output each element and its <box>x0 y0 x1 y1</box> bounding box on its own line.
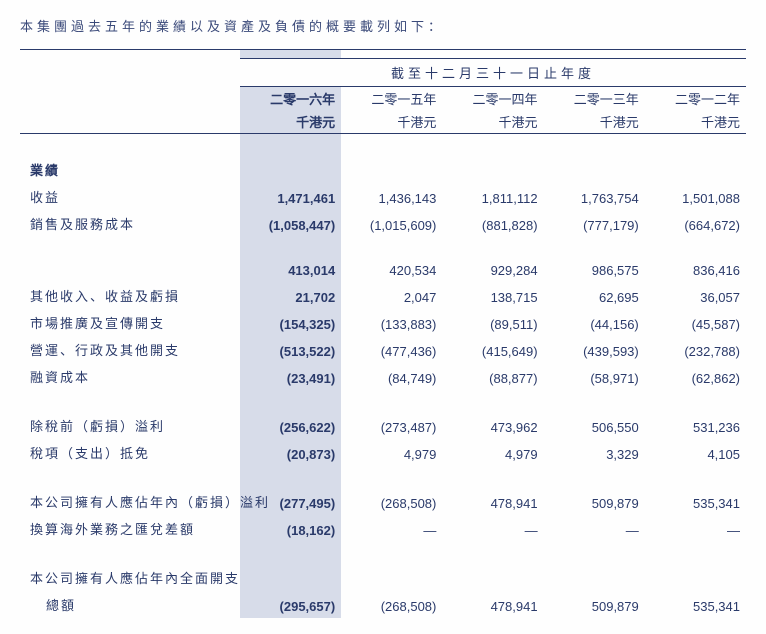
cell-label: 總額 <box>20 591 240 618</box>
col-unit-1: 千港元 <box>341 110 442 134</box>
cell-v4: (62,862) <box>645 363 746 390</box>
cell-v0: (256,622) <box>240 412 341 439</box>
cell-v4: 531,236 <box>645 412 746 439</box>
cell-v3: 1,763,754 <box>544 183 645 210</box>
row-other-income: 其他收入、收益及虧損 21,702 2,047 138,715 62,695 3… <box>20 282 746 309</box>
cell-v1: (133,883) <box>341 309 442 336</box>
cell-v2: 473,962 <box>442 412 543 439</box>
cell-v3: 506,550 <box>544 412 645 439</box>
row-tci-line2: 總額 (295,657) (268,508) 478,941 509,879 5… <box>20 591 746 618</box>
row-revenue: 收益 1,471,461 1,436,143 1,811,112 1,763,7… <box>20 183 746 210</box>
cell-v1: (268,508) <box>341 488 442 515</box>
cell-v3: (777,179) <box>544 210 645 237</box>
cell-v3: (58,971) <box>544 363 645 390</box>
cell-label: 本公司擁有人應佔年內（虧損）溢利 <box>20 488 240 515</box>
cell-label: 市場推廣及宣傳開支 <box>20 309 240 336</box>
col-year-1: 二零一五年 <box>341 87 442 111</box>
cell-v4: (232,788) <box>645 336 746 363</box>
cell-label: 除稅前（虧損）溢利 <box>20 412 240 439</box>
cell-v2: 929,284 <box>442 259 543 282</box>
table-caption: 本集團過去五年的業績以及資產及負債的概要載列如下： <box>20 16 746 35</box>
row-gross: 413,014 420,534 929,284 986,575 836,416 <box>20 259 746 282</box>
col-unit-4: 千港元 <box>645 110 746 134</box>
row-finance: 融資成本 (23,491) (84,749) (88,877) (58,971)… <box>20 363 746 390</box>
cell-v1: 4,979 <box>341 439 442 466</box>
cell-v1: (1,015,609) <box>341 210 442 237</box>
cell-v1: (84,749) <box>341 363 442 390</box>
cell-v1: (268,508) <box>341 591 442 618</box>
cell-v2: (88,877) <box>442 363 543 390</box>
cell-v3: (439,593) <box>544 336 645 363</box>
cell-v4: 1,501,088 <box>645 183 746 210</box>
cell-label <box>20 259 240 282</box>
cell-v3: 509,879 <box>544 488 645 515</box>
col-year-0: 二零一六年 <box>240 87 341 111</box>
cell-label: 稅項（支出）抵免 <box>20 439 240 466</box>
col-unit-0: 千港元 <box>240 110 341 134</box>
cell-v4: 4,105 <box>645 439 746 466</box>
row-pbt: 除稅前（虧損）溢利 (256,622) (273,487) 473,962 50… <box>20 412 746 439</box>
cell-v0: (20,873) <box>240 439 341 466</box>
cell-v2: 478,941 <box>442 591 543 618</box>
col-year-3: 二零一三年 <box>544 87 645 111</box>
cell-v4: 36,057 <box>645 282 746 309</box>
cell-label: 其他收入、收益及虧損 <box>20 282 240 309</box>
row-cogs: 銷售及服務成本 (1,058,447) (1,015,609) (881,828… <box>20 210 746 237</box>
cell-v2: (89,511) <box>442 309 543 336</box>
cell-v0: (295,657) <box>240 591 341 618</box>
cell-v3: 986,575 <box>544 259 645 282</box>
cell-label: 收益 <box>20 183 240 210</box>
cell-v0: (154,325) <box>240 309 341 336</box>
cell-v2: (415,649) <box>442 336 543 363</box>
col-year-2: 二零一四年 <box>442 87 543 111</box>
cell-v0: (513,522) <box>240 336 341 363</box>
row-attrib: 本公司擁有人應佔年內（虧損）溢利 (277,495) (268,508) 478… <box>20 488 746 515</box>
cell-v2: 1,811,112 <box>442 183 543 210</box>
cell-v2: 4,979 <box>442 439 543 466</box>
cell-v2: 478,941 <box>442 488 543 515</box>
cell-v0: (23,491) <box>240 363 341 390</box>
cell-v4: — <box>645 515 746 542</box>
cell-v2: (881,828) <box>442 210 543 237</box>
results-heading: 業績 <box>20 156 240 183</box>
cell-v4: 836,416 <box>645 259 746 282</box>
cell-label: 銷售及服務成本 <box>20 210 240 237</box>
cell-v0: (1,058,447) <box>240 210 341 237</box>
cell-v1: — <box>341 515 442 542</box>
cell-v0: 1,471,461 <box>240 183 341 210</box>
cell-v4: 535,341 <box>645 488 746 515</box>
cell-v1: (273,487) <box>341 412 442 439</box>
five-year-summary-table: 截至十二月三十一日止年度 二零一六年 二零一五年 二零一四年 二零一三年 二零一… <box>20 49 746 618</box>
cell-v1: 2,047 <box>341 282 442 309</box>
row-marketing: 市場推廣及宣傳開支 (154,325) (133,883) (89,511) (… <box>20 309 746 336</box>
cell-v3: 62,695 <box>544 282 645 309</box>
col-year-4: 二零一二年 <box>645 87 746 111</box>
cell-v3: 509,879 <box>544 591 645 618</box>
cell-label: 換算海外業務之匯兌差額 <box>20 515 240 542</box>
cell-label: 融資成本 <box>20 363 240 390</box>
cell-v2: — <box>442 515 543 542</box>
cell-v4: (664,672) <box>645 210 746 237</box>
cell-v0: 413,014 <box>240 259 341 282</box>
cell-v4: (45,587) <box>645 309 746 336</box>
cell-v0: (18,162) <box>240 515 341 542</box>
row-admin: 營運、行政及其他開支 (513,522) (477,436) (415,649)… <box>20 336 746 363</box>
row-tax: 稅項（支出）抵免 (20,873) 4,979 4,979 3,329 4,10… <box>20 439 746 466</box>
cell-v0: 21,702 <box>240 282 341 309</box>
period-header: 截至十二月三十一日止年度 <box>240 59 746 87</box>
cell-v3: 3,329 <box>544 439 645 466</box>
cell-v1: 420,534 <box>341 259 442 282</box>
col-unit-2: 千港元 <box>442 110 543 134</box>
cell-label: 營運、行政及其他開支 <box>20 336 240 363</box>
cell-v1: (477,436) <box>341 336 442 363</box>
col-unit-3: 千港元 <box>544 110 645 134</box>
cell-v3: — <box>544 515 645 542</box>
cell-v2: 138,715 <box>442 282 543 309</box>
cell-v3: (44,156) <box>544 309 645 336</box>
cell-v4: 535,341 <box>645 591 746 618</box>
row-fx: 換算海外業務之匯兌差額 (18,162) — — — — <box>20 515 746 542</box>
cell-v1: 1,436,143 <box>341 183 442 210</box>
